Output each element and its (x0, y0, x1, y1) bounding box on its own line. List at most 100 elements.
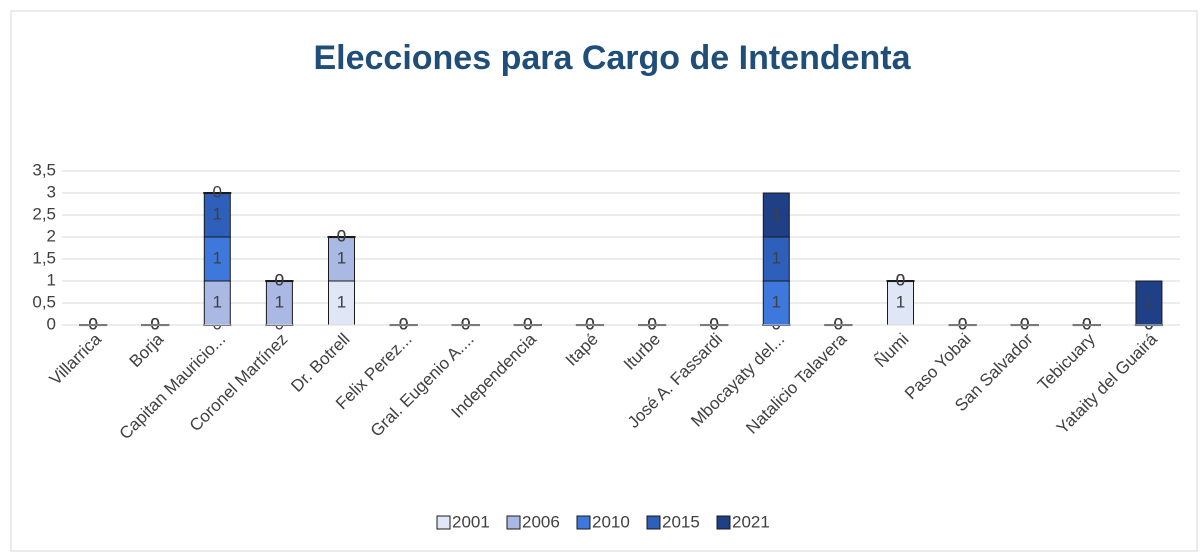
bar-segment (1135, 280, 1163, 326)
y-tick-label: 1,5 (32, 248, 56, 267)
legend-label: 2006 (522, 512, 560, 531)
data-label: 1 (213, 292, 222, 311)
data-label: 0 (337, 226, 346, 245)
bar-segment (328, 236, 355, 282)
data-label: 0 (834, 314, 843, 333)
bar-segment (203, 236, 231, 282)
data-label: 0 (461, 314, 470, 333)
data-label: 0 (958, 314, 967, 333)
data-label: 0 (958, 314, 967, 333)
data-label: 0 (585, 314, 594, 333)
legend-label: 2010 (592, 512, 630, 531)
data-label: 0 (896, 270, 905, 289)
legend-swatch (436, 515, 451, 530)
data-label: 0 (1020, 314, 1029, 333)
data-label: 0 (461, 314, 470, 333)
data-label: 0 (523, 314, 532, 333)
bar-segment (762, 192, 790, 238)
data-label: 0 (523, 314, 532, 333)
data-label: 1 (213, 204, 222, 223)
data-label: 0 (647, 314, 656, 333)
y-tick-label: 3,5 (32, 160, 56, 179)
data-label: 0 (647, 314, 656, 333)
data-label: 0 (896, 270, 905, 289)
data-label: 0 (958, 314, 967, 333)
data-label: 0 (1020, 314, 1029, 333)
chart-title: Elecciones para Cargo de Intendenta (313, 39, 911, 77)
data-label: 0 (461, 314, 470, 333)
data-label: 0 (150, 314, 159, 333)
data-label: 0 (523, 314, 532, 333)
data-label: 0 (896, 270, 905, 289)
data-label: 0 (88, 314, 97, 333)
data-label: 0 (647, 314, 656, 333)
data-label: 1 (772, 292, 781, 311)
data-label: 0 (585, 314, 594, 333)
data-label: 1 (337, 248, 346, 267)
legend-swatch (506, 515, 521, 530)
data-label: 0 (834, 314, 843, 333)
data-label: 0 (399, 314, 408, 333)
legend-swatch (716, 515, 731, 530)
data-label: 0 (834, 314, 843, 333)
bar-segment (762, 280, 790, 326)
data-label: 0 (213, 182, 222, 201)
data-label: 0 (958, 314, 967, 333)
data-label: 0 (647, 314, 656, 333)
legend-label: 2021 (732, 512, 770, 531)
legend-label: 2001 (452, 512, 490, 531)
data-label: 0 (399, 314, 408, 333)
data-label: 1 (1144, 292, 1153, 311)
legend-swatch (646, 515, 661, 530)
data-label: 0 (896, 270, 905, 289)
data-label: 0 (1082, 314, 1091, 333)
bar-segment (762, 236, 790, 282)
y-tick-label: 0 (47, 314, 56, 333)
data-label: 0 (709, 314, 718, 333)
data-label: 0 (337, 226, 346, 245)
data-label: 0 (399, 314, 408, 333)
y-tick-label: 3 (47, 182, 56, 201)
data-label: 0 (88, 314, 97, 333)
data-label: 0 (150, 314, 159, 333)
data-label: 0 (275, 270, 284, 289)
data-label: 0 (399, 314, 408, 333)
data-label: 0 (585, 314, 594, 333)
data-label: 0 (399, 314, 408, 333)
data-label: 0 (1020, 314, 1029, 333)
data-label: 0 (585, 314, 594, 333)
data-label: 0 (709, 314, 718, 333)
data-label: 1 (772, 204, 781, 223)
y-tick-label: 0,5 (32, 292, 56, 311)
data-label: 0 (150, 314, 159, 333)
data-label: 0 (337, 226, 346, 245)
data-label: 0 (275, 270, 284, 289)
data-label: 0 (958, 314, 967, 333)
bar-segment (203, 192, 231, 238)
data-label: 0 (585, 314, 594, 333)
data-label: 0 (1082, 314, 1091, 333)
data-label: 0 (834, 314, 843, 333)
data-label: 0 (1082, 314, 1091, 333)
data-label: 0 (523, 314, 532, 333)
data-label: 0 (709, 314, 718, 333)
data-label: 1 (772, 248, 781, 267)
data-label: 0 (461, 314, 470, 333)
data-label: 0 (1020, 314, 1029, 333)
data-label: 0 (1082, 314, 1091, 333)
data-label: 0 (1020, 314, 1029, 333)
legend-swatch (576, 515, 591, 530)
data-label: 0 (461, 314, 470, 333)
data-label: 1 (213, 248, 222, 267)
y-tick-label: 2,5 (32, 204, 56, 223)
data-label: 0 (150, 314, 159, 333)
data-label: 0 (88, 314, 97, 333)
data-label: 0 (150, 314, 159, 333)
legend-label: 2015 (662, 512, 700, 531)
data-label: 1 (337, 292, 346, 311)
data-label: 1 (896, 292, 905, 311)
data-label: 1 (275, 292, 284, 311)
y-tick-label: 2 (47, 226, 56, 245)
data-label: 0 (88, 314, 97, 333)
